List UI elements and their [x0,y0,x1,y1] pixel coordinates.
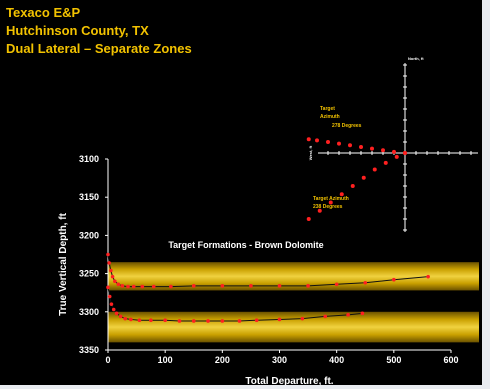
target-azimuth-label-1: Target [320,106,335,112]
plan-lateral-2-point [403,151,407,155]
lateral-1-survey-point [107,261,111,265]
lateral-1-survey-point [106,252,110,257]
lateral-2-survey-point [109,302,114,306]
well-trajectory-chart: Texaco E&P Hutchinson County, TX Dual La… [6,5,479,385]
plan-lateral-2-point [306,217,311,221]
lateral-2-survey-point [220,319,225,323]
lateral-2-survey-point [346,313,350,317]
lateral-1-survey-point [113,279,117,284]
slide-background: Texaco E&P Hutchinson County, TX Dual La… [0,0,482,385]
lateral-2-survey-point [118,314,123,319]
y-tick-label: 3100 [79,154,99,164]
lateral-1-survey-point [392,277,396,282]
formation-band-2 [108,311,479,343]
y-tick-label: 3250 [79,269,99,279]
lateral-2-survey-point [206,319,210,323]
plan-lateral-1-point [306,137,311,142]
x-tick-label: 400 [329,355,344,365]
lateral-1-survey-point [334,282,339,287]
lateral-1-survey-point [126,284,130,289]
y-tick-label: 3150 [79,192,99,202]
plan-lateral-1-point [326,140,330,144]
lateral-1-survey-point [191,284,196,288]
lateral-2-survey-point [323,314,328,319]
x-tick-label: 200 [215,355,230,365]
plan-lateral-1-point [392,149,396,154]
plan-lateral-2-point [350,184,355,188]
plan-lateral-2-point [328,200,333,205]
lateral-2-survey-point [191,319,196,323]
lateral-2-survey-point [114,311,119,316]
plan-lateral-2-point [317,208,322,213]
x-tick-label: 500 [386,355,401,365]
lateral-2-survey-point [300,316,305,321]
lateral-2-survey-point [254,318,259,323]
lateral-1-survey-point [120,284,125,288]
lateral-2-survey-point [360,311,365,316]
lateral-1-survey-point [169,284,173,289]
lateral-1-survey-point [363,280,368,285]
plan-lateral-1-point [370,146,374,151]
target-azimuth-label-2: Target Azimuth [313,196,349,202]
y-tick-label: 3200 [79,230,99,240]
target-azimuth-label-2: 238 Degrees [313,204,343,210]
plan-lateral-1-point [348,143,352,148]
plan-lateral-1-point [381,148,385,153]
formation-label: Target Formations - Brown Dolomite [168,240,323,250]
x-tick-label: 0 [105,355,110,365]
lateral-2-survey-point [277,317,282,322]
lateral-1-survey-point [151,284,156,289]
lateral-2-survey-point [123,316,127,321]
x-tick-label: 300 [272,355,287,365]
inset-x-axis-title: West, ft [308,145,313,160]
y-tick-label: 3300 [79,307,99,317]
lateral-1-survey-point [110,274,115,279]
lateral-2-trend-line [107,287,363,322]
target-azimuth-label-1: 278 Degrees [332,123,362,129]
y-tick-label: 3350 [79,345,99,355]
lateral-1-survey-point [109,268,113,273]
lateral-1-survey-point [426,274,430,279]
lateral-2-survey-point [106,285,110,290]
lateral-2-survey-point [107,294,112,299]
plan-lateral-2-point [372,167,377,172]
x-tick-label: 600 [443,355,458,365]
lateral-1-survey-point [220,284,225,288]
x-tick-label: 100 [158,355,173,365]
plan-lateral-2-point [361,175,366,180]
lateral-2-survey-point [137,318,142,323]
title-line-1: Texaco E&P [6,5,81,20]
x-axis-title: Total Departure, ft. [245,376,333,385]
lateral-2-survey-point [177,319,182,323]
lateral-1-survey-point [140,284,145,289]
plan-view-plot: North, ft West, ft Target Azimuth 278 Degree… [306,56,478,232]
lateral-1-survey-point [116,282,121,287]
inset-y-axis-title: North, ft [408,56,424,61]
title-line-3: Dual Lateral – Separate Zones [6,41,192,56]
lateral-2-survey-point [149,318,153,323]
lateral-2-survey-point [129,317,133,322]
plan-lateral-2-point [383,160,388,165]
vertical-section-plot: 3100 3150 3200 3250 3300 3350 0 100 200 300 400 500… [58,154,479,385]
y-axis-title: True Vertical Depth, ft [58,212,69,315]
lateral-2-survey-point [237,319,242,323]
plan-lateral-2-point [394,154,399,159]
plan-lateral-1-point [359,144,363,149]
plan-lateral-1-point [315,138,319,143]
lateral-1-survey-point [131,284,136,289]
plan-lateral-2-point [339,192,344,197]
lateral-1-survey-point [249,284,253,288]
title-line-2: Hutchinson County, TX [6,23,149,38]
lateral-1-survey-point [306,284,310,288]
target-azimuth-label-1: Azimuth [320,114,340,120]
plan-lateral-1-point [337,141,341,146]
lateral-2-survey-point [111,307,116,312]
lateral-2-survey-point [163,318,167,323]
lateral-1-survey-point [277,284,282,288]
